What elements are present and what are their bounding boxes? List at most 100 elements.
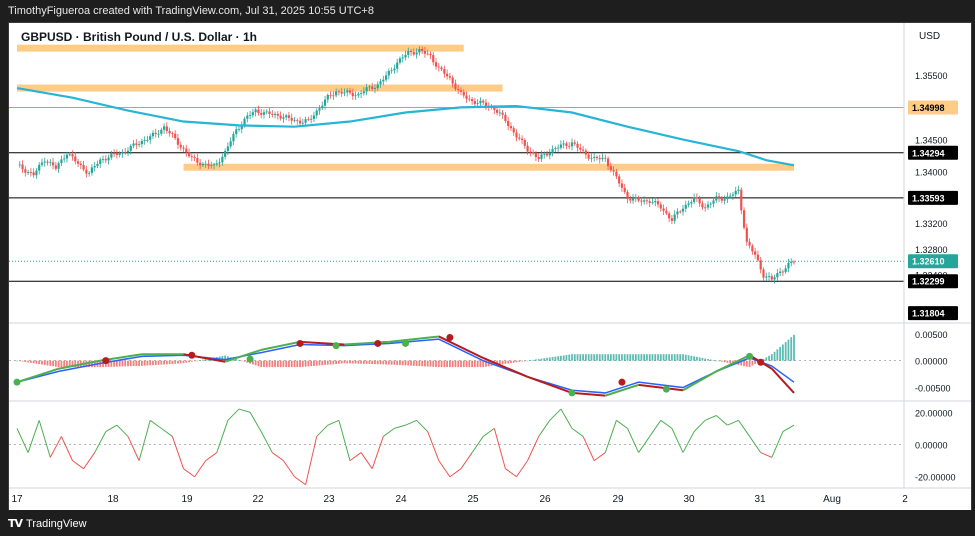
candle-body (479, 100, 482, 104)
time-tick-label: 30 (683, 494, 695, 505)
macd-histogram-bar (251, 360, 254, 365)
candle-body (337, 91, 340, 93)
cross-marker (757, 358, 765, 366)
candle-body (767, 276, 771, 277)
cross-marker (662, 385, 670, 393)
price-pane (9, 44, 904, 284)
macd-histogram-bar (54, 360, 57, 367)
oscillator-segment (27, 420, 40, 453)
oscillator-segment (471, 436, 484, 453)
candle-body (429, 53, 432, 56)
candle-body (723, 199, 726, 201)
macd-histogram-bar (110, 360, 113, 367)
macd-histogram-bar (401, 360, 404, 366)
macd-histogram-bar (296, 360, 299, 368)
candle-body (71, 154, 74, 157)
candle-body (149, 136, 152, 140)
candle-body (60, 159, 63, 164)
macd-histogram-bar (412, 360, 415, 366)
oscillator-segment (305, 436, 318, 485)
candle-body (190, 156, 193, 158)
macd-histogram-bar (21, 360, 24, 362)
macd-histogram-bar (690, 355, 693, 361)
oscillator-segment (83, 452, 96, 469)
oscillator-segment (616, 419, 628, 429)
macd-histogram-bar (773, 351, 776, 361)
candle-body (298, 120, 302, 124)
candle-body (35, 170, 38, 176)
macd-histogram-bar (776, 349, 779, 361)
candle-body (770, 276, 773, 280)
macd-histogram-bar (32, 360, 35, 364)
candle-body (623, 187, 626, 192)
macd-histogram-bar (354, 360, 357, 364)
candle-body (734, 190, 737, 195)
candle-body (690, 202, 693, 204)
macd-histogram-bar (779, 346, 782, 361)
candle-body (640, 200, 643, 202)
candle-body (146, 139, 149, 141)
macd-histogram-bar (326, 360, 329, 365)
macd-histogram-bar (720, 360, 723, 362)
candle-body (773, 277, 776, 280)
candle-body (68, 154, 71, 156)
macd-histogram-bar (182, 360, 185, 364)
brand-text: TradingView (26, 517, 87, 530)
macd-histogram-bar (18, 360, 21, 362)
macd-histogram-bar (374, 360, 376, 365)
macd-histogram-bar (43, 360, 46, 365)
chart-panel[interactable]: 17 18 19 22 23 24 25 26 29 30 31 Aug 2 1.35500 1.3450… (8, 22, 972, 512)
chart-canvas[interactable]: 17 18 19 22 23 24 25 26 29 30 31 Aug 2 1.35500 1.3450… (9, 23, 971, 511)
macd-histogram-bar (468, 360, 471, 368)
macd-histogram-bar (307, 360, 310, 367)
macd-histogram-bar (387, 360, 390, 365)
candle-body (27, 172, 30, 173)
candle-body (656, 201, 660, 205)
candle-body (93, 166, 96, 168)
tradingview-brand[interactable]: TV TradingView (8, 517, 87, 530)
macd-histogram-bar (410, 360, 412, 366)
candle-body (348, 90, 352, 93)
macd-histogram-bar (257, 360, 260, 367)
macd-histogram-bar (485, 360, 487, 367)
candle-body (473, 101, 476, 104)
candle-body (668, 213, 671, 219)
candle-body (731, 194, 735, 196)
candle-body (543, 153, 546, 155)
candle-body (143, 140, 146, 141)
macd-histogram-bar (598, 354, 601, 361)
oscillator-segment (549, 408, 562, 421)
oscillator-segment (438, 460, 451, 478)
macd-histogram-bar (335, 360, 338, 364)
candle-body (559, 144, 562, 148)
candle-body (65, 154, 69, 159)
oscillator-segment (571, 427, 584, 437)
candle-body (63, 158, 66, 160)
candle-body (318, 108, 321, 111)
candle-body (717, 196, 721, 198)
macd-histogram-bar (643, 354, 646, 361)
macd-histogram-bar (723, 360, 726, 363)
signal-line-segment (638, 383, 684, 392)
oscillator-segment (371, 436, 384, 469)
candle-body (595, 156, 599, 159)
macd-histogram-bar (396, 360, 399, 365)
macd-histogram-bar (46, 360, 49, 366)
macd-histogram-bar (729, 360, 732, 364)
oscillator-segment (516, 460, 529, 478)
candle-body (562, 143, 565, 145)
candle-body (432, 55, 435, 63)
candle-body (315, 110, 318, 116)
macd-histogram-bar (587, 354, 590, 361)
oscillator-segment (582, 436, 595, 461)
candle-body (301, 122, 304, 124)
candle-body (754, 251, 757, 255)
candle-body (593, 156, 596, 158)
chart-title: GBPUSD · British Pound / U.S. Dollar · 1… (21, 30, 257, 44)
macd-histogram-bar (379, 360, 382, 365)
candle-body (215, 163, 218, 165)
macd-histogram-bar (518, 360, 521, 362)
macd-histogram-bar (554, 356, 557, 361)
candle-body (235, 129, 238, 134)
macd-histogram-bar (116, 360, 118, 367)
